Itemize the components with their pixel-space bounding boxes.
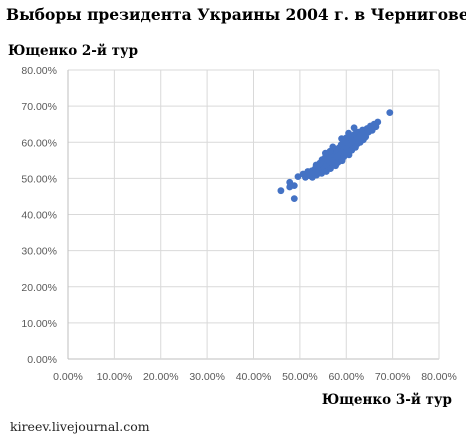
grid-lines [67,69,440,360]
scatter-point [290,182,298,190]
chart-title: Выборы президента Украины 2004 г. в Черн… [6,5,466,24]
x-tick-label: 10.00% [97,371,133,383]
tick-labels: 0.00% 10.00% 20.00% 30.00% 40.00% 50.00% 60.00… [21,65,456,383]
y-tick-label: 40.00% [21,210,57,222]
y-tick-label: 70.00% [21,101,57,113]
x-axis-title: Ющенко 3-й тур [322,392,452,408]
x-tick-label: 70.00% [375,371,411,383]
scatter-point [354,135,362,143]
scatter-point [350,124,358,132]
x-tick-label: 60.00% [328,371,364,383]
scatter-point [386,109,394,116]
y-tick-label: 10.00% [21,318,57,330]
scatter-point [333,153,341,161]
scatter-point [312,161,320,169]
data-points [277,109,394,203]
y-tick-label: 30.00% [21,246,57,258]
x-tick-label: 50.00% [282,371,318,383]
y-tick-label: 80.00% [21,65,57,77]
scatter-point [348,137,356,145]
scatter-point [374,118,382,126]
x-tick-label: 40.00% [236,371,272,383]
credit-text: kireev.livejournal.com [10,419,150,434]
scatter-point [318,156,326,164]
scatter-point [329,143,337,151]
x-tick-label: 20.00% [143,371,179,383]
x-tick-label: 0.00% [53,371,83,383]
y-tick-label: 0.00% [27,354,57,366]
y-tick-label: 50.00% [21,173,57,185]
scatter-point [294,173,302,181]
scatter-point [342,134,350,142]
y-tick-label: 20.00% [21,282,57,294]
x-tick-label: 80.00% [421,371,457,383]
y-tick-label: 60.00% [21,137,57,149]
scatter-point [277,187,285,195]
scatter-point [290,195,298,203]
x-tick-label: 30.00% [189,371,225,383]
y-axis-title: Ющенко 2-й тур [8,43,138,59]
